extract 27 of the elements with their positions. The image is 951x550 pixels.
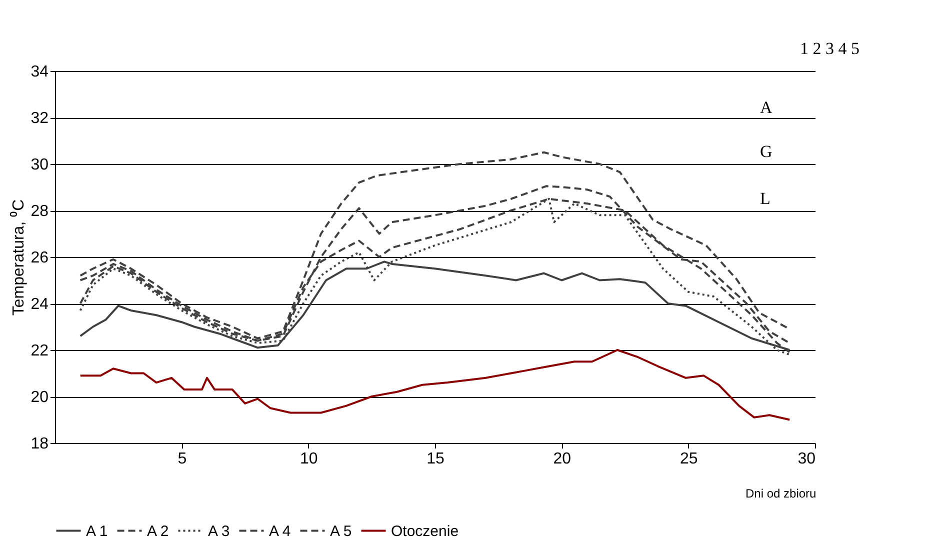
y-tick-label: 24	[30, 296, 49, 313]
legend-label: A 2	[147, 522, 169, 540]
x-tick-label: 10	[300, 450, 318, 468]
x-tick-label: 30	[798, 450, 816, 468]
y-tick-label: 32	[30, 110, 49, 127]
x-tick-label: 20	[553, 450, 572, 468]
y-tick-label: 34	[30, 64, 49, 80]
legend-label: A 1	[86, 522, 108, 540]
text: 1 2 3 4 5	[800, 39, 860, 58]
y-tick-label: 20	[30, 389, 49, 406]
x-tick-label: 25	[680, 450, 698, 468]
x-tick-label: 15	[426, 450, 444, 468]
legend-label: A 5	[330, 522, 352, 540]
y-tick-label: 26	[30, 250, 49, 266]
legend-label: A 3	[208, 522, 230, 540]
y-tick-label: 22	[30, 342, 49, 360]
y-tick-label: 28	[30, 203, 49, 220]
y-axis-title: Temperatura, ⁰C	[10, 199, 28, 316]
annotation: L	[760, 189, 770, 208]
y-tick-label: 18	[30, 436, 49, 452]
legend-label: A 4	[269, 522, 291, 540]
x-tick-label: 5	[178, 450, 187, 468]
annotation: A	[760, 98, 773, 117]
x-axis-title: Dni od zbioru	[746, 486, 816, 500]
annotation: G	[760, 142, 772, 161]
y-tick-label: 30	[30, 156, 49, 174]
legend-label: Otoczenie	[391, 522, 459, 540]
